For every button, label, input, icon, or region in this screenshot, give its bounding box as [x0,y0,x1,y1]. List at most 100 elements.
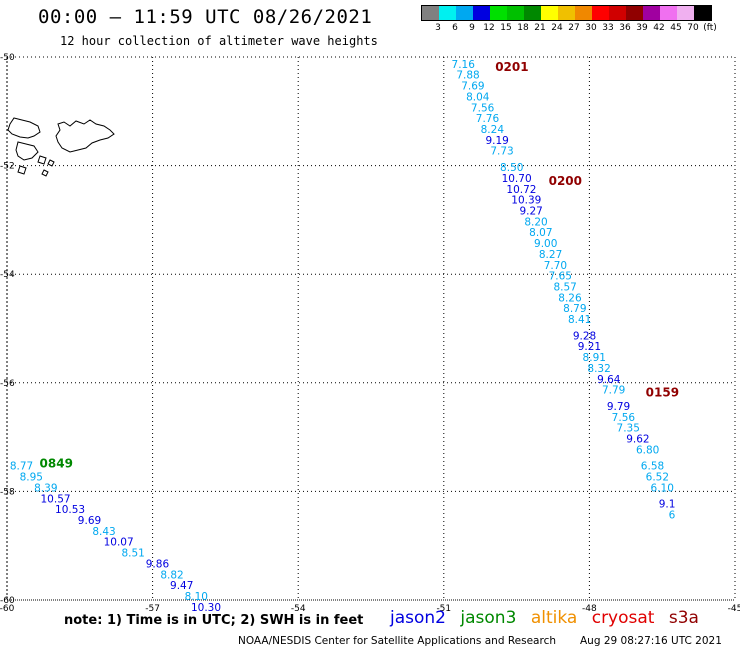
wave-height-label: 7.88 [456,70,479,82]
legend-cryosat: cryosat [591,608,655,628]
footer-timestamp: Aug 29 08:27:16 UTC 2021 [580,635,722,647]
wave-height-label: 7.70 [544,260,567,272]
colorbar-swatch [626,6,643,20]
wave-height-label: 7.73 [490,146,513,158]
legend-altika: altika [530,608,578,628]
wave-height-label: 7.69 [461,81,484,93]
colorbar-label: 33 [602,23,614,33]
colorbar-swatch [490,6,507,20]
colorbar-label: 9 [469,23,475,33]
wave-height-label: 8.57 [553,281,576,293]
wave-height-label: 7.65 [549,271,572,283]
wave-height-label: 8.50 [500,162,523,174]
colorbar-label: 12 [483,23,495,33]
wave-height-label: 8.04 [466,91,490,103]
wave-height-label: 10.53 [55,504,85,516]
wave-height-label: 8.79 [563,303,586,315]
wave-height-label: 6.80 [636,444,659,456]
colorbar-label: (ft) [703,23,717,33]
wave-height-label: 8.32 [587,363,610,375]
coastline-islet-1 [37,155,47,165]
wave-height-label: 7.35 [617,423,640,435]
colorbar-swatch [473,6,490,20]
wave-height-label: 9.64 [597,374,621,386]
lon-tick-label: -60 [0,604,15,614]
page-subtitle: 12 hour collection of altimeter wave hei… [60,34,378,48]
colorbar-label: 30 [585,23,597,33]
wave-height-label: 8.27 [539,249,562,261]
coastline-west-falkland-south [15,141,39,161]
wave-height-label: 7.16 [452,59,476,71]
coastline-east-falkland [55,119,115,153]
colorbar-swatch [456,6,473,20]
map-grid: -60 -57 -54 -51 -48 -45 -50 -52 -54 -56 -58 -60 [0,53,740,614]
altimeter-tracks: 7.167.887.698.047.567.768.249.197.738.50… [10,59,679,614]
lon-tick-label: -57 [145,604,160,614]
colorbar-label: 39 [636,23,648,33]
colorbar-swatch [643,6,660,20]
colorbar-swatch [592,6,609,20]
colorbar-swatch [609,6,626,20]
colorbar-label: 45 [670,23,682,33]
wave-height-label: 8.41 [568,314,591,326]
colorbar-label: 6 [452,23,458,33]
colorbar-label: 24 [551,23,563,33]
wave-height-label: 8.77 [10,461,33,473]
wave-height-label: 8.24 [481,124,505,136]
colorbar-swatch [677,6,694,20]
colorbar-label: 21 [534,23,546,33]
colorbar-swatch [541,6,558,20]
colorbar-label: 15 [500,23,512,33]
wave-height-label: 9.27 [519,205,542,217]
satellite-legend: jason2 jason3 altika cryosat s3a [390,608,708,628]
lon-tick-label: -51 [436,604,451,614]
track-time-label: 0159 [646,386,679,400]
colorbar-labels: 3 6 9 12 15 18 21 24 27 30 33 36 39 42 45 70 (ft) [421,23,717,35]
wave-height-label: 8.82 [160,569,183,581]
colorbar-swatch [507,6,524,20]
wave-height-label: 10.30 [191,602,221,614]
colorbar-swatch [439,6,456,20]
lat-tick-label: -52 [0,162,15,172]
wave-height-label: 8.95 [20,472,43,484]
wave-height-label: 9.1 [659,499,676,511]
legend-jason3: jason3 [460,608,517,628]
colorbar-label: 3 [435,23,441,33]
page-title: 00:00 – 11:59 UTC 08/26/2021 [38,6,373,28]
coastline-islet-4 [41,169,49,177]
colorbar-label: 36 [619,23,631,33]
lon-tick-label: -54 [291,604,306,614]
colorbar-label: 18 [517,23,529,33]
wave-height-label: 9.28 [573,330,596,342]
wave-height-label: 6.58 [641,461,664,473]
wave-height-label: 8.51 [121,548,144,560]
wave-height-label: 6 [669,510,676,522]
footer-credit: NOAA/NESDIS Center for Satellite Applica… [238,635,556,647]
coastline-west-falkland [7,117,41,139]
wave-height-label: 8.91 [583,352,606,364]
wave-height-label: 9.47 [170,580,193,592]
wave-height-label: 7.76 [476,113,500,125]
colorbar-label: 70 [687,23,699,33]
wave-height-label: 9.00 [534,238,557,250]
lat-tick-label: -50 [0,53,15,63]
wave-height-label: 9.69 [78,515,101,527]
lat-tick-label: -58 [0,487,15,497]
wave-height-label: 10.57 [41,493,71,505]
colorbar-label: 42 [653,23,665,33]
coastline-falkland-islands [7,117,115,177]
wave-height-label: 10.70 [502,173,532,185]
wave-height-label: 10.07 [104,537,134,549]
colorbar-swatch [660,6,677,20]
wave-height-label: 10.72 [506,184,536,196]
wave-height-label: 9.79 [607,401,630,413]
wave-height-label: 7.56 [612,412,636,424]
wave-height-label: 8.20 [524,216,547,228]
lon-tick-label: -45 [728,604,740,614]
wave-height-label: 8.07 [529,227,552,239]
track-jason3: 8.778.958.3910.5710.539.698.4310.078.519… [10,456,221,614]
track-time-label: 0849 [40,456,73,470]
wave-height-label: 8.39 [34,482,57,494]
colorbar-swatch [422,6,439,20]
